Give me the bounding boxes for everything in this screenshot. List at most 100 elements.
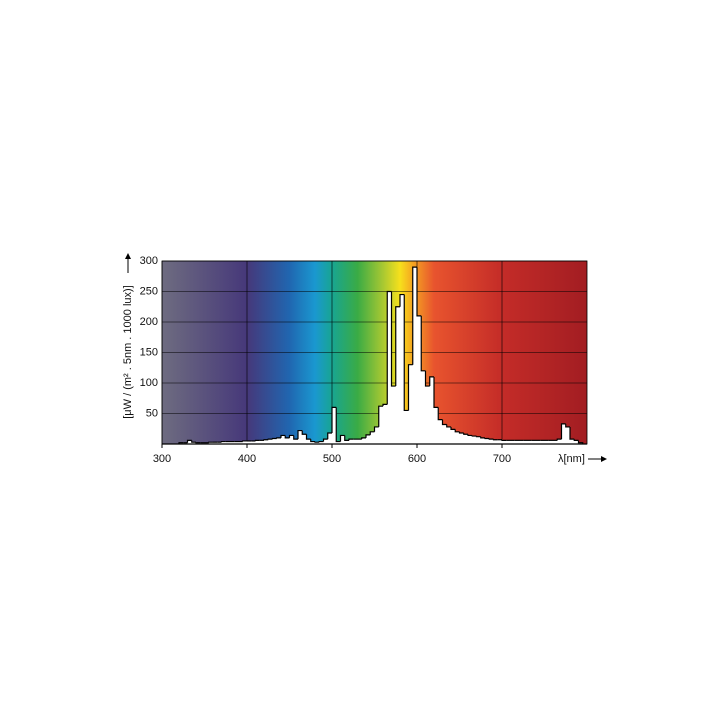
bar-outline bbox=[565, 423, 570, 428]
bar bbox=[553, 440, 558, 444]
bar bbox=[285, 437, 290, 444]
bar bbox=[578, 442, 584, 444]
bar bbox=[349, 439, 354, 444]
plot-frame bbox=[161, 260, 588, 445]
bar bbox=[247, 440, 252, 444]
bar bbox=[429, 376, 435, 444]
bar bbox=[234, 441, 239, 444]
bar bbox=[281, 435, 286, 444]
bar bbox=[485, 438, 490, 444]
bar bbox=[412, 267, 418, 444]
bar bbox=[374, 426, 380, 444]
bar bbox=[472, 436, 477, 444]
bar bbox=[306, 439, 312, 444]
bar bbox=[225, 441, 231, 444]
bar bbox=[208, 442, 214, 444]
bar bbox=[276, 437, 282, 444]
bar bbox=[519, 440, 524, 444]
bar-outline bbox=[458, 431, 464, 434]
bar bbox=[264, 439, 269, 444]
bar-outline bbox=[416, 267, 422, 317]
bar-outline bbox=[301, 430, 307, 435]
bar-outline bbox=[424, 370, 430, 387]
bar bbox=[468, 435, 473, 444]
bar-outline bbox=[267, 438, 273, 440]
bar-outline bbox=[271, 437, 277, 440]
bar-outline bbox=[344, 435, 349, 441]
bar bbox=[557, 439, 562, 444]
bar-outline bbox=[569, 426, 575, 440]
bar-outline bbox=[577, 440, 584, 444]
bar-outline bbox=[331, 406, 337, 434]
bar-outline bbox=[339, 434, 345, 442]
bar bbox=[540, 440, 545, 444]
bar bbox=[561, 423, 567, 444]
bar-outline bbox=[446, 424, 451, 428]
bar bbox=[476, 436, 482, 444]
bar-outline bbox=[373, 426, 379, 432]
y-tick-label: 50 bbox=[146, 407, 158, 419]
bar-outline bbox=[399, 293, 405, 307]
bar-outline bbox=[208, 441, 213, 443]
y-tick-label: 150 bbox=[140, 346, 158, 358]
bar bbox=[489, 439, 494, 444]
bar-outline bbox=[573, 439, 579, 441]
bar bbox=[400, 294, 405, 444]
bar bbox=[217, 442, 222, 444]
bar-outline bbox=[467, 434, 473, 437]
bar bbox=[404, 410, 409, 444]
bar bbox=[514, 440, 520, 444]
bar bbox=[230, 441, 235, 444]
bar bbox=[417, 315, 422, 444]
y-tick-label: 300 bbox=[140, 255, 158, 267]
bar bbox=[502, 440, 507, 444]
bar-outline bbox=[293, 435, 298, 440]
x-axis-label: λ[nm] bbox=[558, 453, 585, 465]
bar-outline bbox=[276, 437, 281, 439]
bar-outline bbox=[378, 405, 383, 427]
bar bbox=[289, 435, 295, 444]
bar-outline bbox=[480, 436, 485, 439]
bar-outline bbox=[433, 376, 439, 408]
bar-outline bbox=[488, 438, 494, 440]
bar bbox=[357, 439, 363, 444]
y-tick-label: 100 bbox=[140, 377, 158, 389]
y-tick-label: 250 bbox=[140, 285, 158, 297]
bar bbox=[191, 442, 197, 444]
bar-outline bbox=[318, 440, 324, 443]
bar bbox=[480, 437, 486, 444]
bar bbox=[463, 434, 469, 444]
bar-outline bbox=[390, 291, 396, 387]
bar-outline bbox=[471, 435, 477, 437]
bar bbox=[570, 439, 575, 444]
bar bbox=[438, 419, 443, 444]
bar bbox=[196, 442, 201, 444]
bar bbox=[323, 439, 329, 444]
bar bbox=[213, 442, 218, 444]
bar bbox=[183, 442, 188, 444]
bar-outline bbox=[263, 439, 269, 441]
bar bbox=[332, 407, 337, 444]
bar-outline bbox=[314, 441, 320, 443]
bar-outline bbox=[441, 419, 447, 426]
bar-outline bbox=[501, 439, 507, 441]
bar-outline bbox=[242, 440, 247, 442]
bar bbox=[187, 440, 193, 444]
bar-outline bbox=[327, 432, 332, 440]
bar bbox=[548, 440, 554, 444]
bar bbox=[451, 429, 456, 444]
bar bbox=[459, 433, 465, 444]
bar-outline bbox=[195, 442, 201, 444]
bar bbox=[574, 440, 579, 444]
bar bbox=[383, 404, 388, 444]
bar-outline bbox=[369, 431, 375, 435]
bar-outline bbox=[560, 423, 566, 440]
y-axis-label: [μW / (m² . 5nm . 1000 lux)] bbox=[122, 285, 134, 418]
bar bbox=[238, 441, 244, 444]
bar-outline bbox=[492, 439, 498, 441]
bar-outline bbox=[437, 407, 443, 421]
bar-outline bbox=[191, 440, 196, 443]
bar bbox=[361, 437, 367, 444]
bar-outline bbox=[386, 290, 392, 405]
bar-outline bbox=[254, 439, 260, 441]
